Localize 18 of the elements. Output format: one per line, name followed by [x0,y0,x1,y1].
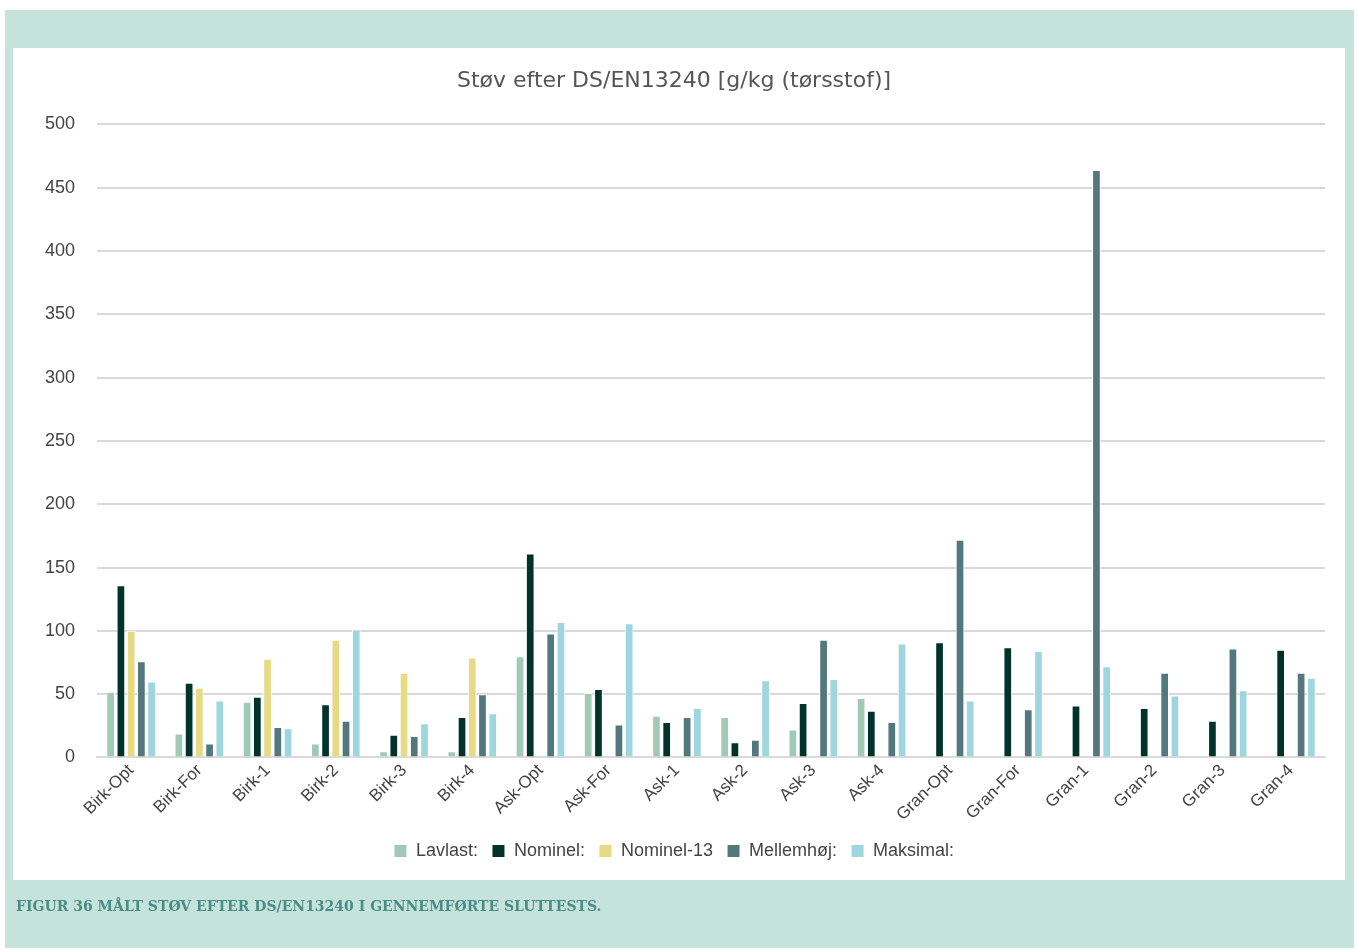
legend-label: Nominel: [513,839,585,860]
legend-label: Maksimal: [873,839,955,860]
chart-title: Støv efter DS/EN13240 [g/kg (tørsstof)] [456,66,892,92]
y-tick-label: 150 [44,556,76,577]
legend-label: Nominel-13 [621,839,714,860]
y-tick-label: 400 [44,239,76,260]
y-tick-label: 0 [65,746,76,767]
y-tick-label: 350 [44,303,76,324]
y-tick-label: 300 [44,366,76,387]
text: FIGUR 36 MÅLT STØV EFTER DS/EN13240 I GENNEMFØRTE SLUTTESTS. [16,898,602,914]
y-tick-label: 450 [44,176,76,197]
y-tick-label: 50 [55,683,76,704]
legend-label: Lavlast: [415,839,478,860]
y-tick-label: 500 [44,113,76,134]
y-tick-label: 250 [44,429,76,450]
y-tick-label: 200 [44,493,76,514]
legend-label: Mellemhøj: [749,839,838,860]
y-tick-label: 100 [44,619,76,640]
